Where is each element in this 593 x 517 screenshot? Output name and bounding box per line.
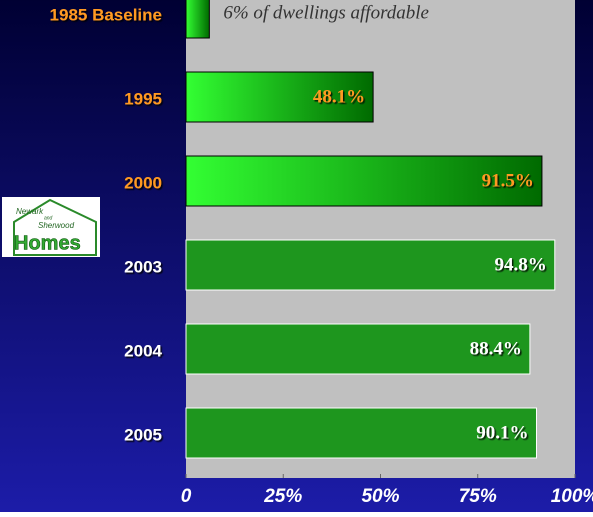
logo-text: Homes xyxy=(14,232,81,254)
value-label: 94.8% xyxy=(495,254,547,275)
value-label: 91.5% xyxy=(482,170,534,191)
x-tick-label: 100% xyxy=(551,486,593,507)
x-tick-label: 25% xyxy=(263,486,302,507)
value-label: 90.1% xyxy=(476,422,528,443)
x-tick-label: 75% xyxy=(459,486,497,507)
value-label: 48.1% xyxy=(313,86,365,107)
bar xyxy=(185,0,210,39)
y-tick-label: 1995 xyxy=(124,89,162,108)
value-label: 6% of dwellings affordable xyxy=(223,2,429,23)
logo-box xyxy=(2,197,100,257)
bar xyxy=(185,71,374,123)
x-tick-label: 0 xyxy=(181,486,192,507)
logo-text: Sherwood xyxy=(38,221,75,230)
bar xyxy=(185,239,556,291)
y-tick-label: 2000 xyxy=(124,173,162,192)
value-label: 88.4% xyxy=(470,338,522,359)
logo-text: and xyxy=(44,215,53,221)
bar xyxy=(185,407,537,459)
logo-house xyxy=(13,198,97,256)
y-tick-label: 2004 xyxy=(124,341,162,360)
y-tick-label: 1985 Baseline xyxy=(50,5,162,24)
bar xyxy=(185,323,531,375)
y-tick-label: 2003 xyxy=(124,257,162,276)
x-tick-label: 50% xyxy=(361,486,399,507)
y-tick-label: 2005 xyxy=(124,425,162,444)
logo-text: Newark xyxy=(16,207,44,216)
bar xyxy=(185,155,543,207)
logo: Newark and Sherwood Homes xyxy=(2,197,100,257)
